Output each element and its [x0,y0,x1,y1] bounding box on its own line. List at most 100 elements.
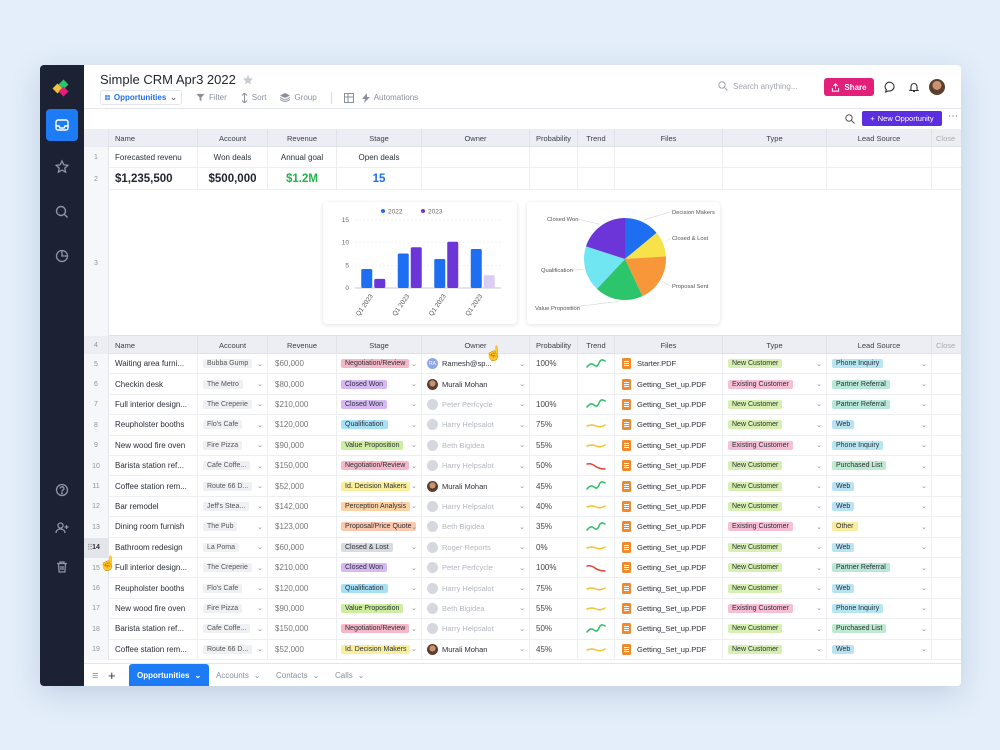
opportunity-name[interactable]: Bathroom redesign [109,537,198,557]
menu-icon[interactable]: ≡ [92,669,99,682]
chevron-down-icon[interactable]: ⌄ [257,442,263,450]
column-header[interactable]: Account [198,129,268,147]
add-sheet-icon[interactable]: + [108,668,116,683]
type-cell[interactable]: Existing Customer ⌄ [723,435,827,455]
lead-source-cell[interactable]: Web ⌄ [827,639,932,659]
account-cell[interactable]: The Creperie ⌄ [198,394,268,415]
chevron-down-icon[interactable]: ⌄ [816,401,822,409]
empty-cell[interactable] [422,168,530,189]
file-attachment[interactable]: Getting_Set_up.PDF [622,500,706,512]
type-cell[interactable]: New Customer ⌄ [723,456,827,476]
account-cell[interactable]: Route 66 D... ⌄ [198,476,268,496]
owner-cell[interactable]: Harry Helpsalot ⌄ [422,415,530,435]
close-date-cell[interactable] [932,374,961,393]
type-cell[interactable]: New Customer ⌄ [723,537,827,557]
table-row[interactable]: 9 New wood fire oven Fire Pizza ⌄ $90,000 Val… [84,435,961,456]
revenue-cell[interactable]: $210,000 [268,394,337,415]
type-cell[interactable]: New Customer ⌄ [723,476,827,496]
close-date-cell[interactable] [932,497,961,516]
revenue-cell[interactable]: $80,000 [268,374,337,394]
stage-cell[interactable]: Value Proposition ⌄ [337,598,422,619]
stage-cell[interactable]: Value Proposition ⌄ [337,435,422,455]
type-cell[interactable]: New Customer ⌄ [723,578,827,598]
chevron-down-icon[interactable]: ⌄ [411,646,417,654]
table-row[interactable]: 11 Coffee station rem... Route 66 D... ⌄ $52… [84,476,961,497]
pie-chart-icon[interactable] [46,240,78,272]
revenue-cell[interactable]: $120,000 [268,578,337,598]
column-header[interactable]: Trend [578,336,615,354]
type-cell[interactable]: New Customer ⌄ [723,394,827,415]
opportunity-name[interactable]: Waiting area furni... [109,354,198,374]
empty-cell[interactable] [827,147,932,167]
chevron-down-icon[interactable]: ⌄ [921,360,927,368]
chevron-down-icon[interactable]: ⌄ [411,564,417,572]
files-cell[interactable]: Getting_Set_up.PDF [615,374,723,394]
view-selector[interactable]: Opportunities ⌄ [100,90,182,105]
column-header[interactable]: Account [198,336,268,354]
column-header[interactable]: Lead Source [827,336,932,354]
close-date-cell[interactable] [932,538,961,557]
table-row[interactable]: 8 Reupholster booths Flo's Cafe ⌄ $120,000 Qu… [84,415,961,436]
probability-cell[interactable]: 50% [530,619,578,639]
file-attachment[interactable]: Getting_Set_up.PDF [622,419,706,431]
filter-button[interactable]: Filter [196,93,227,102]
stage-cell[interactable]: Id. Decision Makers ⌄ [337,639,422,659]
chevron-down-icon[interactable]: ⌄ [816,646,822,654]
column-header[interactable]: Stage [337,336,422,354]
empty-cell[interactable] [723,147,827,167]
table-row[interactable]: 10 Barista station ref... Cafe Coffe... ⌄ $1… [84,456,961,477]
chevron-down-icon[interactable]: ⌄ [411,421,417,429]
lead-source-cell[interactable]: Phone Inquiry ⌄ [827,354,932,374]
files-cell[interactable]: Getting_Set_up.PDF [615,435,723,455]
account-cell[interactable]: The Metro ⌄ [198,374,268,394]
chevron-down-icon[interactable]: ⌄ [519,421,525,429]
table-row[interactable]: 18 Barista station ref... Cafe Coffe... ⌄ $1… [84,619,961,640]
column-header[interactable]: Trend [578,129,615,147]
account-cell[interactable]: Flo's Cafe ⌄ [198,415,268,435]
stage-cell[interactable]: Closed Won ⌄ [337,374,422,394]
column-header[interactable]: Owner [422,129,530,147]
file-attachment[interactable]: Getting_Set_up.PDF [622,480,706,492]
opportunity-name[interactable]: Full interior design... [109,394,198,415]
opportunity-name[interactable]: Coffee station rem... [109,476,198,496]
file-attachment[interactable]: Getting_Set_up.PDF [622,439,706,451]
files-cell[interactable]: Getting_Set_up.PDF [615,517,723,537]
owner-cell[interactable]: Murali Mohan ⌄ [422,639,530,659]
lead-source-cell[interactable]: Purchased List ⌄ [827,619,932,639]
bar[interactable] [447,241,459,288]
column-header[interactable]: Revenue [268,129,337,147]
files-cell[interactable]: Getting_Set_up.PDF [615,537,723,557]
account-cell[interactable]: Jeff's Stea... ⌄ [198,496,268,517]
lead-source-cell[interactable]: Web ⌄ [827,578,932,598]
files-cell[interactable]: Getting_Set_up.PDF [615,619,723,639]
file-attachment[interactable]: Getting_Set_up.PDF [622,541,706,553]
type-cell[interactable]: Existing Customer ⌄ [723,517,827,537]
chevron-down-icon[interactable]: ⌄ [921,523,927,531]
type-cell[interactable]: Existing Customer ⌄ [723,374,827,394]
files-cell[interactable]: Getting_Set_up.PDF [615,598,723,619]
type-cell[interactable]: New Customer ⌄ [723,639,827,659]
probability-cell[interactable]: 45% [530,476,578,496]
chevron-down-icon[interactable]: ⌄ [257,523,263,531]
empty-cell[interactable] [615,147,723,167]
stage-cell[interactable]: Qualification ⌄ [337,415,422,435]
search-input[interactable]: Search anything... [718,81,797,91]
account-cell[interactable]: Cafe Coffe... ⌄ [198,619,268,639]
chevron-down-icon[interactable]: ⌄ [816,605,822,613]
chevron-down-icon[interactable]: ⌄ [257,483,263,491]
close-date-cell[interactable] [932,578,961,597]
opportunity-name[interactable]: Reupholster booths [109,415,198,435]
bar[interactable] [434,258,446,288]
bar[interactable] [361,268,373,288]
chevron-down-icon[interactable]: ⌄ [921,564,927,572]
probability-cell[interactable]: 35% [530,517,578,537]
bar[interactable] [374,278,386,288]
column-header[interactable]: Owner [422,336,530,354]
trash-icon[interactable] [46,551,78,583]
owner-cell[interactable]: Harry Helpsalot ⌄ [422,619,530,639]
lead-source-cell[interactable]: Web ⌄ [827,415,932,435]
chevron-down-icon[interactable]: ⌄ [921,483,927,491]
chevron-down-icon[interactable]: ⌄ [816,544,822,552]
file-attachment[interactable]: Getting_Set_up.PDF [622,398,706,410]
chevron-down-icon[interactable]: ⌄ [816,462,822,470]
